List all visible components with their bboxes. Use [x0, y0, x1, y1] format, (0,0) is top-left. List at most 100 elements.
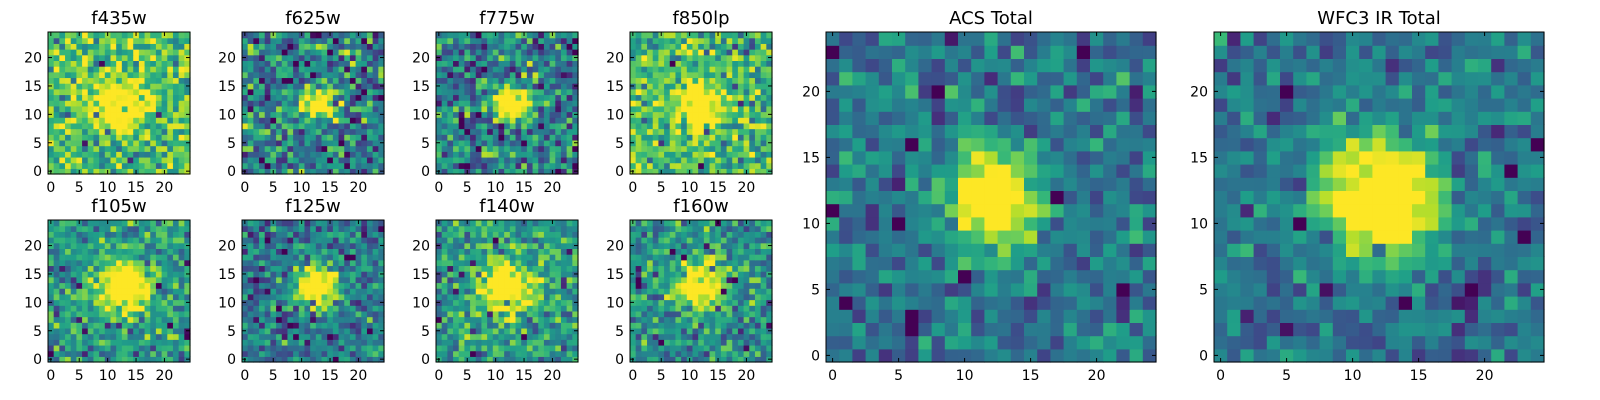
heatmap-cell [332, 139, 340, 147]
heatmap-cell [715, 49, 722, 56]
heatmap-cell [76, 259, 83, 267]
heatmap-cell [692, 299, 699, 306]
heatmap-cell [167, 117, 174, 124]
heatmap-cell [543, 145, 551, 152]
heatmap-cell [161, 37, 168, 44]
heatmap-cell [572, 282, 579, 289]
heatmap-cell [293, 54, 300, 61]
heatmap-cell [110, 49, 117, 56]
heatmap-cell [332, 242, 340, 249]
y-tick-label: 0 [227, 164, 236, 180]
heatmap-cell [99, 293, 106, 301]
heatmap-cell [760, 162, 767, 169]
heatmap-cell [475, 237, 483, 244]
heatmap-cell [276, 254, 283, 261]
heatmap-cell [526, 288, 534, 295]
heatmap-cell [304, 145, 311, 152]
heatmap-cell [53, 322, 60, 329]
heatmap-cell [453, 316, 460, 323]
heatmap-cell [315, 282, 323, 289]
heatmap-cell [184, 282, 191, 289]
heatmap-cell [441, 237, 448, 244]
heatmap-cell [515, 356, 522, 363]
heatmap-cell [121, 276, 129, 284]
heatmap-cell [572, 237, 579, 244]
y-tick-label: 20 [218, 239, 236, 255]
heatmap-cell [133, 156, 140, 164]
heatmap-cell [138, 231, 146, 238]
heatmap-cell [366, 305, 374, 312]
heatmap-cell [703, 305, 711, 312]
heatmap-cell [259, 83, 266, 90]
heatmap-cell [720, 350, 728, 357]
heatmap-cell [572, 43, 579, 50]
heatmap-cell [543, 122, 551, 130]
heatmap-cell [270, 288, 277, 295]
heatmap-cell [338, 156, 345, 164]
heatmap-cell [641, 288, 648, 295]
heatmap-cell [458, 293, 465, 301]
heatmap-cell [453, 310, 460, 318]
heatmap-cell [737, 88, 745, 96]
heatmap-cell [315, 168, 323, 175]
heatmap-cell [754, 60, 762, 67]
heatmap-cell [549, 37, 556, 44]
heatmap-cell [681, 162, 688, 169]
heatmap-cell [332, 111, 340, 118]
heatmap-cell [509, 339, 517, 346]
heatmap-cell [526, 71, 534, 79]
heatmap-cell [447, 105, 454, 113]
heatmap-cell [276, 88, 283, 96]
heatmap-cell [253, 145, 260, 152]
heatmap-cell [698, 60, 705, 67]
heatmap-cell [760, 310, 767, 318]
heatmap-cell [338, 83, 345, 90]
heatmap-cell [121, 66, 129, 73]
x-tick-label: 20 [350, 368, 368, 384]
heatmap-cell [378, 100, 385, 107]
heatmap-cell [155, 220, 163, 227]
heatmap-cell [681, 71, 688, 79]
heatmap-cell [686, 37, 694, 44]
heatmap-cell [641, 49, 648, 56]
heatmap-cell [726, 344, 733, 352]
heatmap-cell [487, 168, 494, 175]
heatmap-cell [298, 339, 306, 346]
heatmap-cell [70, 117, 77, 124]
heatmap-cell [566, 288, 573, 295]
heatmap-cell [538, 105, 545, 113]
heatmap-cell [464, 242, 471, 249]
heatmap-cell [104, 66, 112, 73]
heatmap-cell [458, 356, 465, 363]
heatmap-cell [726, 356, 733, 363]
heatmap-cell [332, 77, 340, 84]
heatmap-cell [726, 77, 733, 84]
heatmap-cell [138, 305, 146, 312]
heatmap-cell [515, 32, 522, 39]
heatmap-cell [378, 265, 385, 272]
heatmap-cell [150, 83, 157, 90]
heatmap-cell [635, 100, 642, 107]
heatmap-cell [692, 327, 699, 335]
heatmap-cell [475, 259, 483, 267]
heatmap-cell [720, 339, 728, 346]
heatmap-cell [99, 117, 106, 124]
heatmap-cell [692, 117, 699, 124]
heatmap-cell [172, 94, 180, 101]
heatmap-cell [150, 299, 157, 306]
heatmap-cell [270, 37, 277, 44]
heatmap-cell [327, 128, 334, 135]
heatmap-cell [458, 94, 465, 101]
heatmap-cell [355, 271, 362, 278]
heatmap-cell [766, 60, 773, 67]
heatmap-cell [327, 276, 334, 284]
heatmap-cell [253, 299, 260, 306]
heatmap-cell [532, 71, 539, 79]
heatmap-cell [315, 339, 323, 346]
heatmap-cell [447, 276, 454, 284]
heatmap-cell [355, 293, 362, 301]
heatmap-cell [464, 151, 471, 158]
heatmap-cell [253, 134, 260, 141]
heatmap-cell [560, 237, 568, 244]
heatmap-cell [366, 49, 374, 56]
